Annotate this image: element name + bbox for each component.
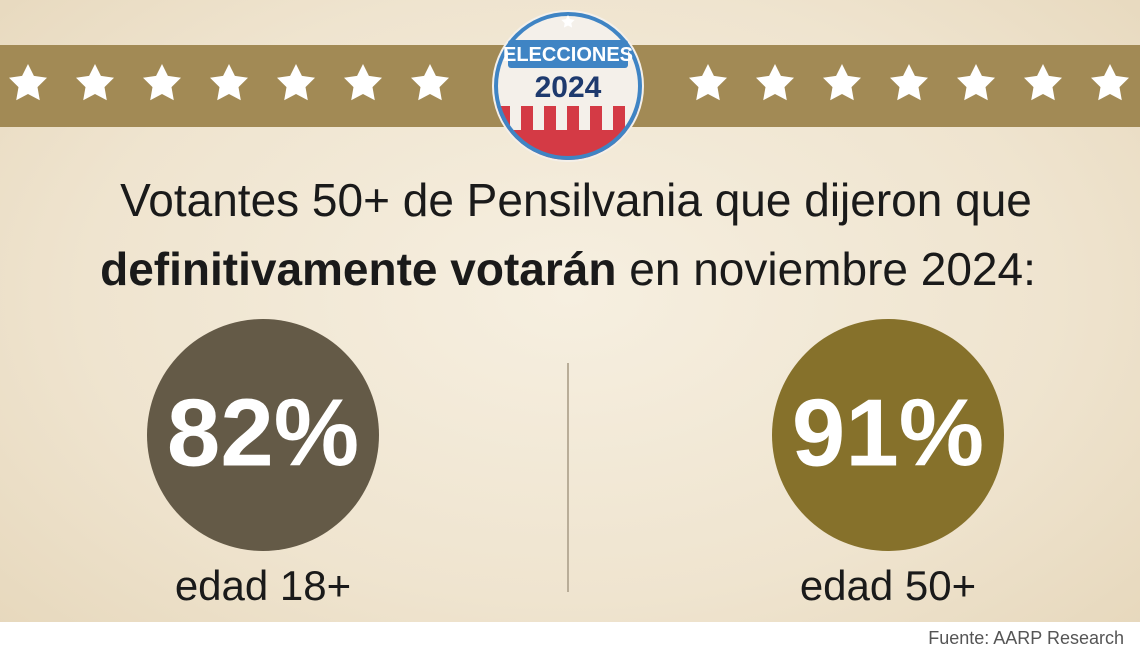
stat-circle	[147, 319, 379, 551]
badge-year: 2024	[535, 71, 602, 104]
source: Fuente: AARP Research	[928, 628, 1124, 648]
stat-circle	[772, 319, 1004, 551]
stat-label: edad 18+	[175, 562, 351, 609]
election-badge: ELECCIONES 2024	[492, 10, 644, 162]
heading-bold: definitivamente votarán	[100, 243, 616, 295]
heading-rest: en noviembre 2024:	[629, 243, 1036, 295]
heading-line: definitivamente votarán en noviembre 202…	[100, 243, 1036, 295]
stat-value: 91%	[792, 379, 984, 486]
heading-line: Votantes 50+ de Pensilvania que dijeron …	[120, 174, 1032, 226]
stat-value: 82%	[167, 379, 359, 486]
badge-title: ELECCIONES	[503, 44, 633, 66]
stat-label: edad 50+	[800, 562, 976, 609]
stats: 82% edad 18+ 91% edad 50+	[147, 319, 1004, 609]
footer	[0, 622, 1140, 655]
